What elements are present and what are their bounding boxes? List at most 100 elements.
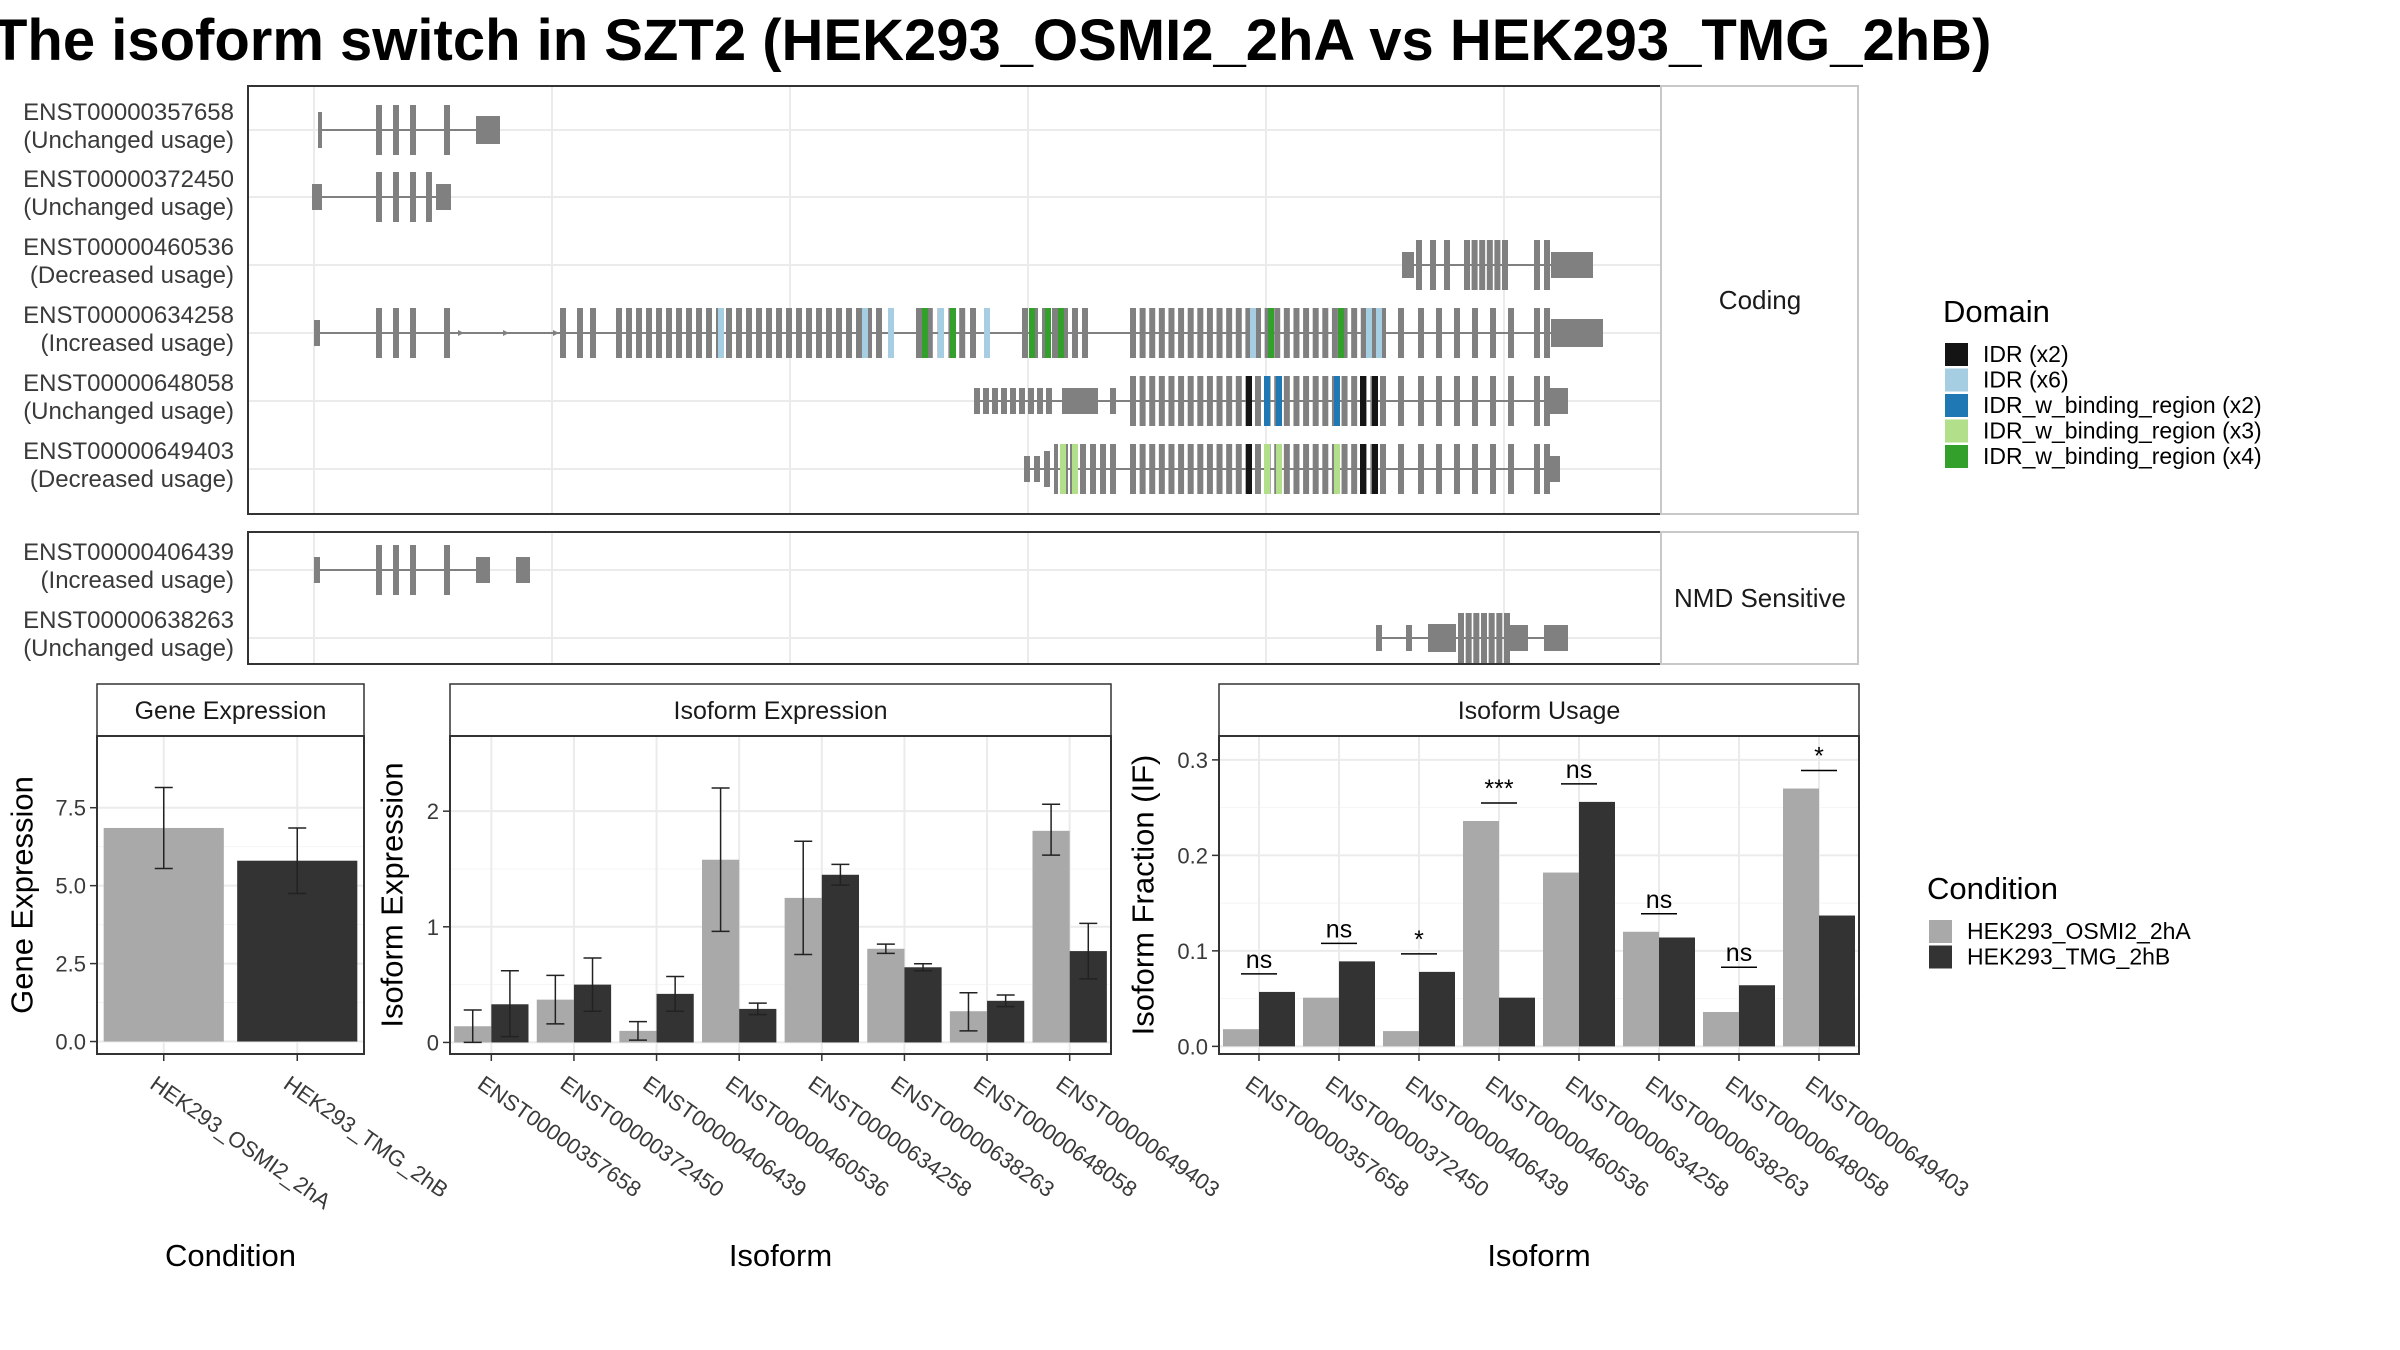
panel-strip-label: Isoform Expression: [674, 697, 888, 725]
exon: [1197, 444, 1204, 494]
exon: [1418, 444, 1424, 494]
exon: [444, 105, 450, 155]
exon: [1341, 444, 1348, 494]
exon: [476, 557, 490, 583]
domain-block: [938, 308, 944, 358]
exon: [1226, 376, 1233, 426]
panel-strip: [1218, 683, 1860, 737]
bar: [821, 874, 859, 1043]
exon: [1428, 624, 1456, 652]
exon: [314, 557, 320, 583]
exon: [616, 308, 622, 358]
significance-label: ns: [1726, 939, 1752, 967]
exon: [1534, 376, 1540, 426]
exon: [1168, 308, 1175, 358]
exon: [1149, 444, 1156, 494]
exon: [1444, 240, 1450, 290]
exon: [1544, 444, 1550, 494]
exon: [726, 308, 732, 358]
exon: [646, 308, 652, 358]
exon: [696, 308, 702, 358]
exon: [1534, 240, 1540, 290]
panel-strip-label: Isoform Usage: [1458, 697, 1621, 725]
domain-block: [1360, 376, 1366, 426]
domain-legend: Domain IDR (x2)IDR (x6)IDR_w_binding_reg…: [1943, 294, 2262, 469]
domain-block: [888, 308, 894, 358]
significance-label: ns: [1246, 946, 1272, 974]
exon: [1418, 376, 1424, 426]
bar: [1463, 820, 1499, 1047]
condition-legend-title: Condition: [1927, 871, 2058, 906]
isoform-usage-label: (Unchanged usage): [23, 635, 234, 662]
exon: [516, 557, 530, 583]
domain-block: [1360, 444, 1366, 494]
nmd-panel-frame: [247, 531, 1662, 665]
bar: [1819, 915, 1855, 1047]
exon: [876, 308, 882, 358]
significance-label: ***: [1484, 775, 1513, 803]
domain-block: [1372, 376, 1378, 426]
exon: [1235, 444, 1242, 494]
exon: [436, 184, 451, 210]
isoform-id-label: ENST00000648058: [23, 370, 234, 397]
exon: [1197, 376, 1204, 426]
exon: [796, 308, 802, 358]
exon: [476, 116, 500, 144]
exon: [856, 308, 862, 358]
exon: [1486, 240, 1493, 290]
condition-legend-key: [1929, 920, 1952, 943]
bar: [1623, 931, 1659, 1047]
exon: [766, 308, 772, 358]
significance-label: ns: [1566, 756, 1592, 784]
exon: [1110, 444, 1116, 494]
exon: [1481, 613, 1487, 663]
y-axis-title: Isoform Fraction (IF): [1126, 755, 1161, 1036]
isoform-usage-label: (Decreased usage): [30, 466, 234, 493]
exon: [1454, 308, 1460, 358]
exon: [1090, 444, 1096, 494]
exon: [1322, 444, 1329, 494]
figure-title: The isoform switch in SZT2 (HEK293_OSMI2…: [0, 8, 1991, 73]
exon: [1472, 444, 1478, 494]
exon: [1293, 376, 1300, 426]
exon: [806, 308, 812, 358]
y-tick-label: 0.1: [1177, 939, 1208, 964]
exon: [1458, 613, 1464, 663]
exon: [1158, 308, 1165, 358]
y-tick-label: 0.2: [1177, 843, 1208, 868]
isoform-expression-panel: Isoform Expression 0 1 2 Isoform Expression I…: [375, 683, 1224, 1273]
bar: [1383, 1031, 1419, 1047]
x-axis-title: Isoform: [1487, 1238, 1590, 1273]
exon: [1473, 613, 1480, 663]
exon: [1436, 308, 1442, 358]
bar: [1339, 961, 1375, 1047]
exon: [1010, 388, 1016, 414]
isoform-id-label: ENST00000638263: [23, 607, 234, 634]
domain-legend-key: [1945, 368, 1968, 392]
significance-label: *: [1414, 926, 1424, 954]
domain-block: [1376, 308, 1382, 358]
exon: [1139, 376, 1146, 426]
exon: [1534, 308, 1540, 358]
exon: [1490, 376, 1496, 426]
exon: [1235, 376, 1242, 426]
exon: [1178, 308, 1185, 358]
domain-block: [718, 308, 724, 358]
exon: [1331, 308, 1338, 358]
y-tick-label: 7.5: [55, 796, 86, 821]
exon: [393, 172, 399, 222]
domain-block: [1250, 308, 1256, 358]
domain-block: [1246, 376, 1252, 426]
domain-legend-key: [1945, 419, 1968, 443]
bar: [1579, 801, 1615, 1047]
condition-legend-label: HEK293_TMG_2hB: [1967, 944, 2170, 970]
exon: [776, 308, 782, 358]
exon: [1454, 376, 1460, 426]
bar: [867, 948, 905, 1043]
exon: [1062, 308, 1068, 358]
exon: [1216, 308, 1223, 358]
domain-block: [1029, 308, 1035, 358]
exon: [1436, 376, 1442, 426]
bar: [1739, 985, 1775, 1047]
